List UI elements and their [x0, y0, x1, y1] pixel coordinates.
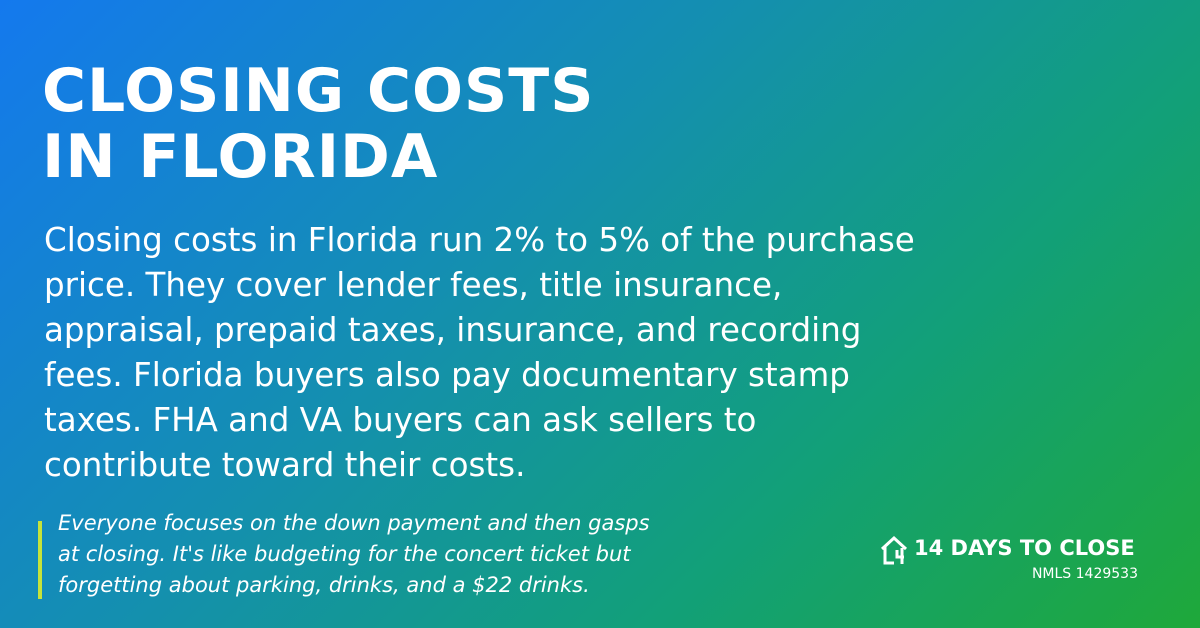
body-line: contribute toward their costs. [44, 446, 526, 484]
quote-line: at closing. It's like budgeting for the … [58, 542, 631, 566]
quote-line: forgetting about parking, drinks, and a … [58, 573, 590, 597]
body-line: Closing costs in Florida run 2% to 5% of… [44, 221, 915, 259]
brand-icon [880, 535, 908, 565]
body-line: price. They cover lender fees, title ins… [44, 266, 783, 304]
title-line: CLOSING COSTS [42, 56, 595, 126]
brand: 14 DAYS TO CLOSE NMLS 1429533 [880, 534, 1138, 586]
body-line: fees. Florida buyers also pay documentar… [44, 356, 850, 394]
body-line: taxes. FHA and VA buyers can ask sellers… [44, 401, 757, 439]
title-line: IN FLORIDA [42, 122, 439, 192]
body-line: appraisal, prepaid taxes, insurance, and… [44, 311, 862, 349]
quote-line: Everyone focuses on the down payment and… [58, 511, 650, 535]
quote-bar [38, 521, 42, 599]
license: NMLS 1429533 [1031, 566, 1138, 582]
brand-name: 14 DAYS TO CLOSE [914, 536, 1135, 560]
